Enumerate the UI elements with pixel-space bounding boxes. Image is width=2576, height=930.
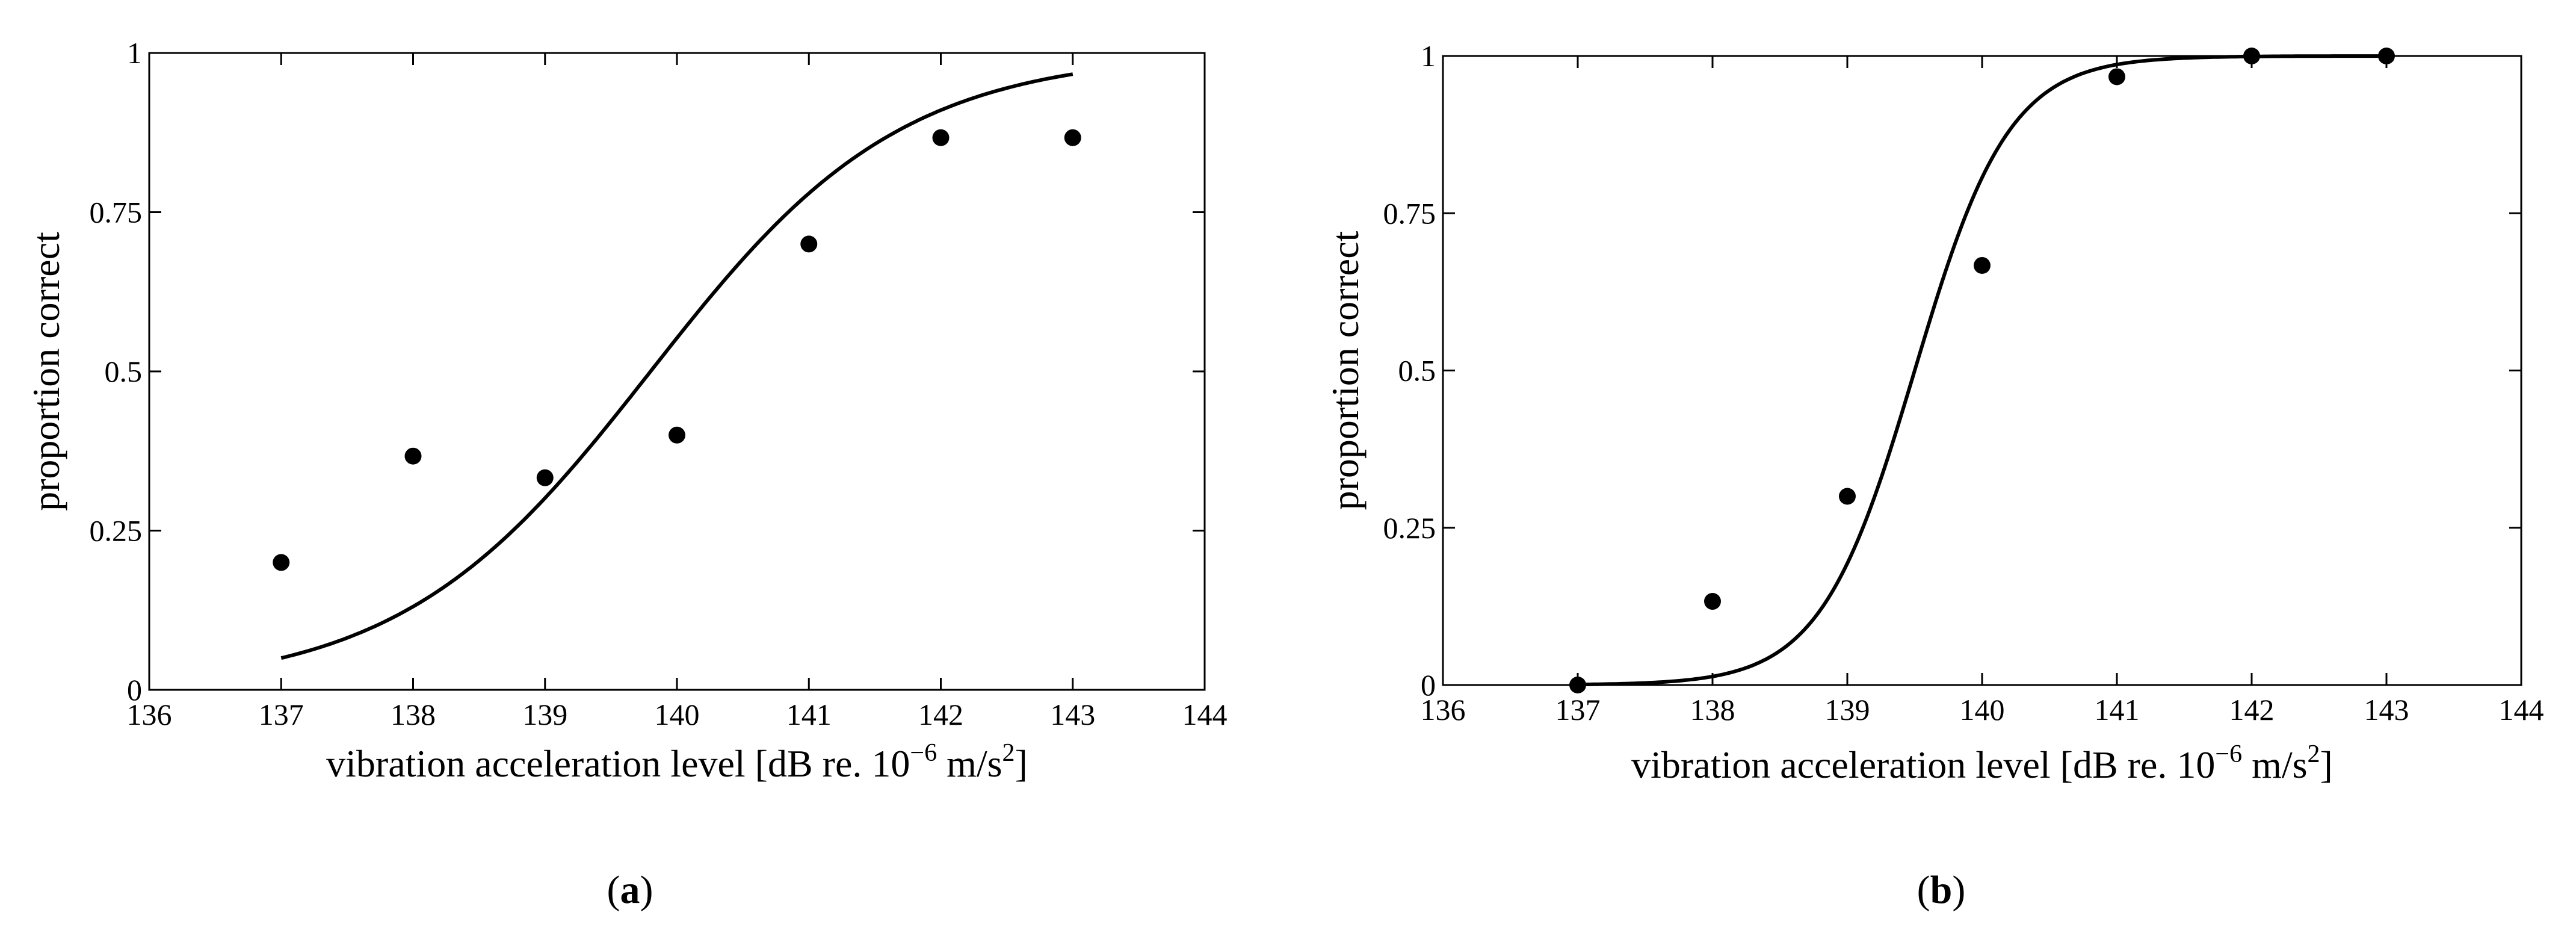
data-point [669,426,685,444]
data-point [2243,48,2260,64]
x-tick-label: 136 [127,698,172,731]
x-tick-label: 137 [1555,693,1601,727]
x-axis-title-square: 2 [2308,740,2320,768]
plot-frame [1442,55,2522,686]
y-tick-label: 0.75 [90,196,143,229]
x-axis-title-exponent: −6 [910,739,937,767]
x-tick-label: 137 [259,698,304,731]
x-axis-title-exponent: −6 [2215,740,2242,768]
x-axis-title-main: vibration acceleration level [dB re. 10 [326,742,910,785]
y-tick-label: 1 [1421,39,1436,73]
panel-label-letter: a [620,868,640,912]
x-tick-label: 140 [655,698,700,731]
x-tick-label: 141 [2095,693,2140,727]
chart-panel-a: 136 137 138 139 140 141 142 143 144 0 0.25 0.5 0.75 1… [25,36,1228,912]
x-tick-label: 139 [1825,693,1870,727]
x-tick-label: 138 [391,698,436,731]
data-point [536,469,554,486]
x-axis-title-square: 2 [1002,739,1015,767]
data-point [932,129,950,146]
y-tick-label: 0 [127,673,142,707]
x-tick-label: 141 [786,698,832,731]
plot-frame [148,52,1206,691]
x-axis-title-main: vibration acceleration level [dB re. 10 [1631,743,2215,786]
x-tick-label: 142 [918,698,963,731]
chart-panel-b: 136 137 138 139 140 141 142 143 144 0 0.25 0.5 0.75 1… [1324,39,2544,912]
x-tick-label: 140 [1960,693,2005,727]
y-tick-label: 0.75 [1383,196,1436,230]
y-tick-label: 0.25 [1383,511,1436,545]
x-axis-title-close: ] [2320,743,2333,786]
x-tick-label: 143 [1050,698,1095,731]
data-point [1569,677,1586,693]
x-tick-label: 143 [2364,693,2409,727]
data-point [1974,256,1991,274]
x-axis-title-close: ] [1015,742,1028,785]
y-axis-title: proportion correct [25,232,67,511]
data-point [1704,593,1721,610]
y-tick-label: 0.5 [105,355,143,388]
y-tick-label: 0.25 [90,514,143,548]
x-axis-title-unit: m/s [2242,743,2307,786]
fit-curve [1577,54,2387,687]
data-point [800,235,818,253]
panel-label: (b) [1917,868,1966,912]
data-point [404,447,422,465]
x-tick-label: 144 [1182,698,1228,731]
data-point [1839,488,1856,505]
x-axis-title: vibration acceleration level [dB re. 10−… [1631,740,2333,786]
x-tick-label: 142 [2229,693,2275,727]
x-tick-label: 136 [1421,693,1466,727]
y-axis-title: proportion correct [1324,231,1367,510]
data-point [273,554,290,571]
data-point [2108,68,2125,85]
panel-label: (a) [607,868,653,912]
data-point [2378,48,2395,64]
x-tick-label: 138 [1690,693,1735,727]
y-tick-label: 0 [1421,668,1436,702]
x-tick-label: 144 [2499,693,2544,727]
data-point [1064,129,1081,146]
panel-label-letter: b [1930,868,1953,912]
y-tick-label: 0.5 [1398,354,1436,388]
x-axis-title: vibration acceleration level [dB re. 10−… [326,739,1028,785]
fit-curve [280,72,1073,660]
x-tick-label: 139 [522,698,567,731]
y-tick-label: 1 [127,36,142,70]
x-axis-title-unit: m/s [937,742,1002,785]
